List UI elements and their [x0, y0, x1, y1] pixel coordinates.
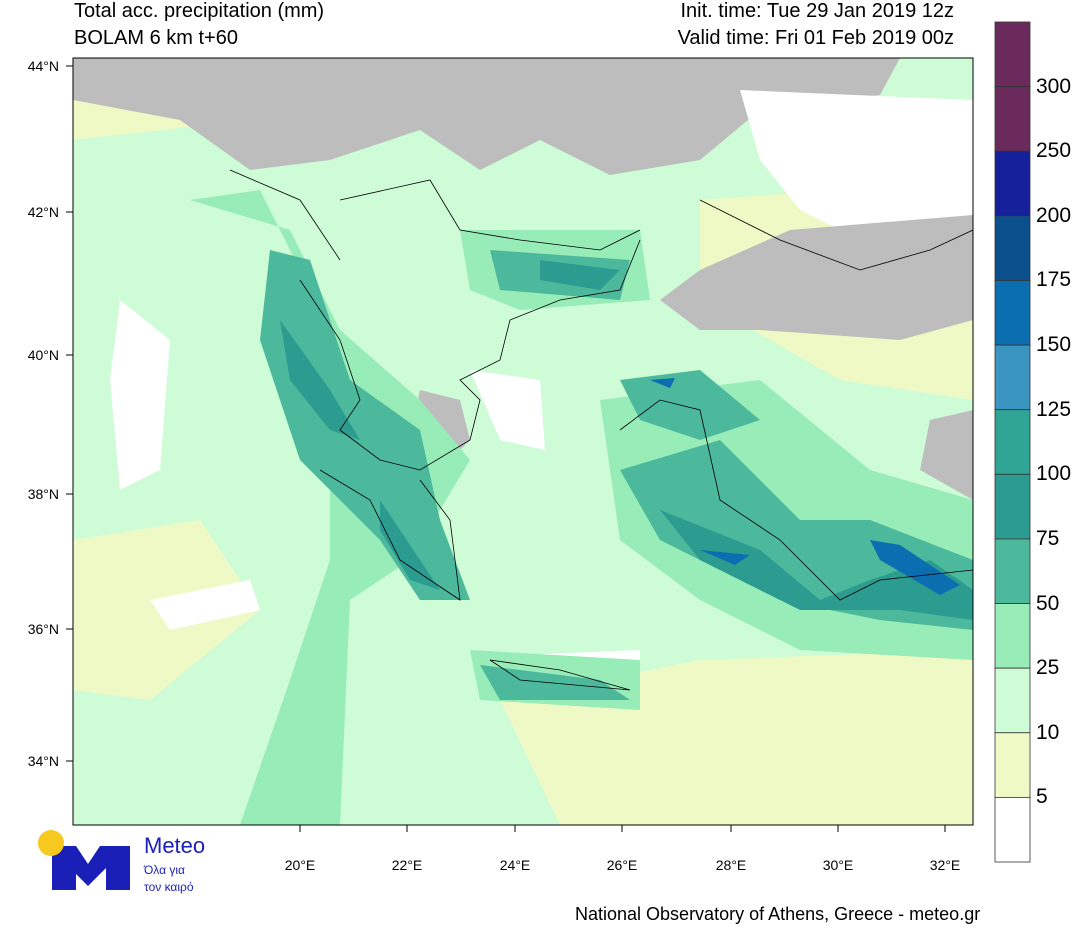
precip-zone-50-100 [260, 250, 470, 600]
lat-label: 40°N [27, 347, 59, 363]
lat-label: 42°N [27, 204, 59, 220]
lat-label: 36°N [27, 621, 59, 637]
model-label: BOLAM 6 km t+60 [74, 27, 238, 49]
precip-zone-25-50 [190, 190, 470, 825]
colorbar-label: 150 [1036, 333, 1072, 357]
lon-label: 22°E [391, 857, 423, 873]
colorbar-swatch [994, 280, 1031, 346]
colorbar-label: 100 [1036, 462, 1072, 486]
land-area [660, 215, 973, 340]
lat-label: 44°N [27, 58, 59, 74]
colorbar-label: 25 [1036, 656, 1060, 680]
colorbar-swatch [994, 215, 1031, 281]
init-time: Init. time: Tue 29 Jan 2019 12z [680, 0, 954, 22]
colorbar-swatch [994, 538, 1031, 604]
dry-area [740, 90, 973, 260]
lat-label: 38°N [27, 486, 59, 502]
colorbar-swatch [994, 667, 1031, 734]
lon-label: 20°E [284, 857, 316, 873]
colorbar-label: 10 [1036, 720, 1060, 744]
valid-time: Valid time: Fri 01 Feb 2019 00z [677, 27, 954, 49]
logo-tagline-2: τον καιρό [144, 880, 194, 894]
map-title: Total acc. precipitation (mm) [74, 0, 325, 22]
colorbar-swatch [994, 344, 1031, 411]
lon-label: 26°E [606, 857, 638, 873]
coastlines [229, 169, 973, 691]
lon-label: 32°E [929, 857, 961, 873]
colorbar-swatch [994, 21, 1031, 88]
colorbar-swatch [994, 473, 1031, 540]
colorbar-label: 250 [1036, 139, 1072, 163]
colorbar-label: 125 [1036, 397, 1072, 421]
credit-text: National Observatory of Athens, Greece -… [575, 904, 981, 924]
logo-tagline-1: Όλα για [144, 863, 185, 877]
lon-label: 28°E [715, 857, 747, 873]
colorbar-label: 50 [1036, 591, 1060, 615]
colorbar-swatch [994, 732, 1031, 798]
lon-label: 30°E [822, 857, 854, 873]
colorbar-label: 5 [1036, 785, 1048, 809]
meteo-logo: Meteo Όλα για τον καιρό [36, 828, 236, 896]
land-area [73, 58, 900, 175]
precip-zone-5-10 [73, 60, 973, 825]
colorbar-swatch [994, 603, 1031, 669]
colorbar-swatch [994, 796, 1031, 863]
lon-label: 24°E [499, 857, 531, 873]
colorbar-label: 300 [1036, 74, 1072, 98]
lat-label: 34°N [27, 753, 59, 769]
precip-zone-50-100 [480, 250, 973, 700]
colorbar-label: 175 [1036, 268, 1072, 292]
precip-zone-175-250 [650, 378, 960, 595]
precip-zone-100-175 [280, 260, 973, 620]
dry-area [110, 300, 640, 690]
colorbar-swatch [994, 86, 1031, 152]
colorbar-swatch [994, 150, 1031, 217]
logo-name: Meteo [144, 833, 206, 858]
map-frame [72, 57, 974, 826]
colorbar [994, 21, 1031, 863]
meteo-logo-mark [38, 830, 130, 890]
colorbar-swatch [994, 409, 1031, 475]
colorbar-label: 200 [1036, 203, 1072, 227]
colorbar-label: 75 [1036, 526, 1060, 550]
